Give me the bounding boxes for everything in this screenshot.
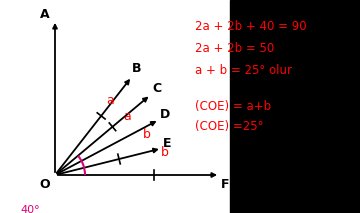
Text: A: A <box>40 7 50 20</box>
Text: E: E <box>162 137 171 150</box>
Bar <box>230 0 360 213</box>
Text: b: b <box>161 147 169 160</box>
Text: D: D <box>160 108 170 121</box>
Text: B: B <box>132 62 142 75</box>
Text: 40°: 40° <box>20 205 40 213</box>
Text: b: b <box>143 128 151 141</box>
Text: 2a + 2b + 40 = 90: 2a + 2b + 40 = 90 <box>195 20 307 33</box>
Text: 2a + 2b = 50: 2a + 2b = 50 <box>195 42 274 55</box>
Text: F: F <box>221 178 229 191</box>
Text: O: O <box>40 178 50 191</box>
Text: a: a <box>106 94 114 106</box>
Text: (COE) = a+b: (COE) = a+b <box>195 100 271 113</box>
Text: (COE) =25°: (COE) =25° <box>195 120 264 133</box>
Text: a: a <box>123 111 131 124</box>
Text: C: C <box>152 82 161 95</box>
Text: a + b = 25° olur: a + b = 25° olur <box>195 64 292 77</box>
